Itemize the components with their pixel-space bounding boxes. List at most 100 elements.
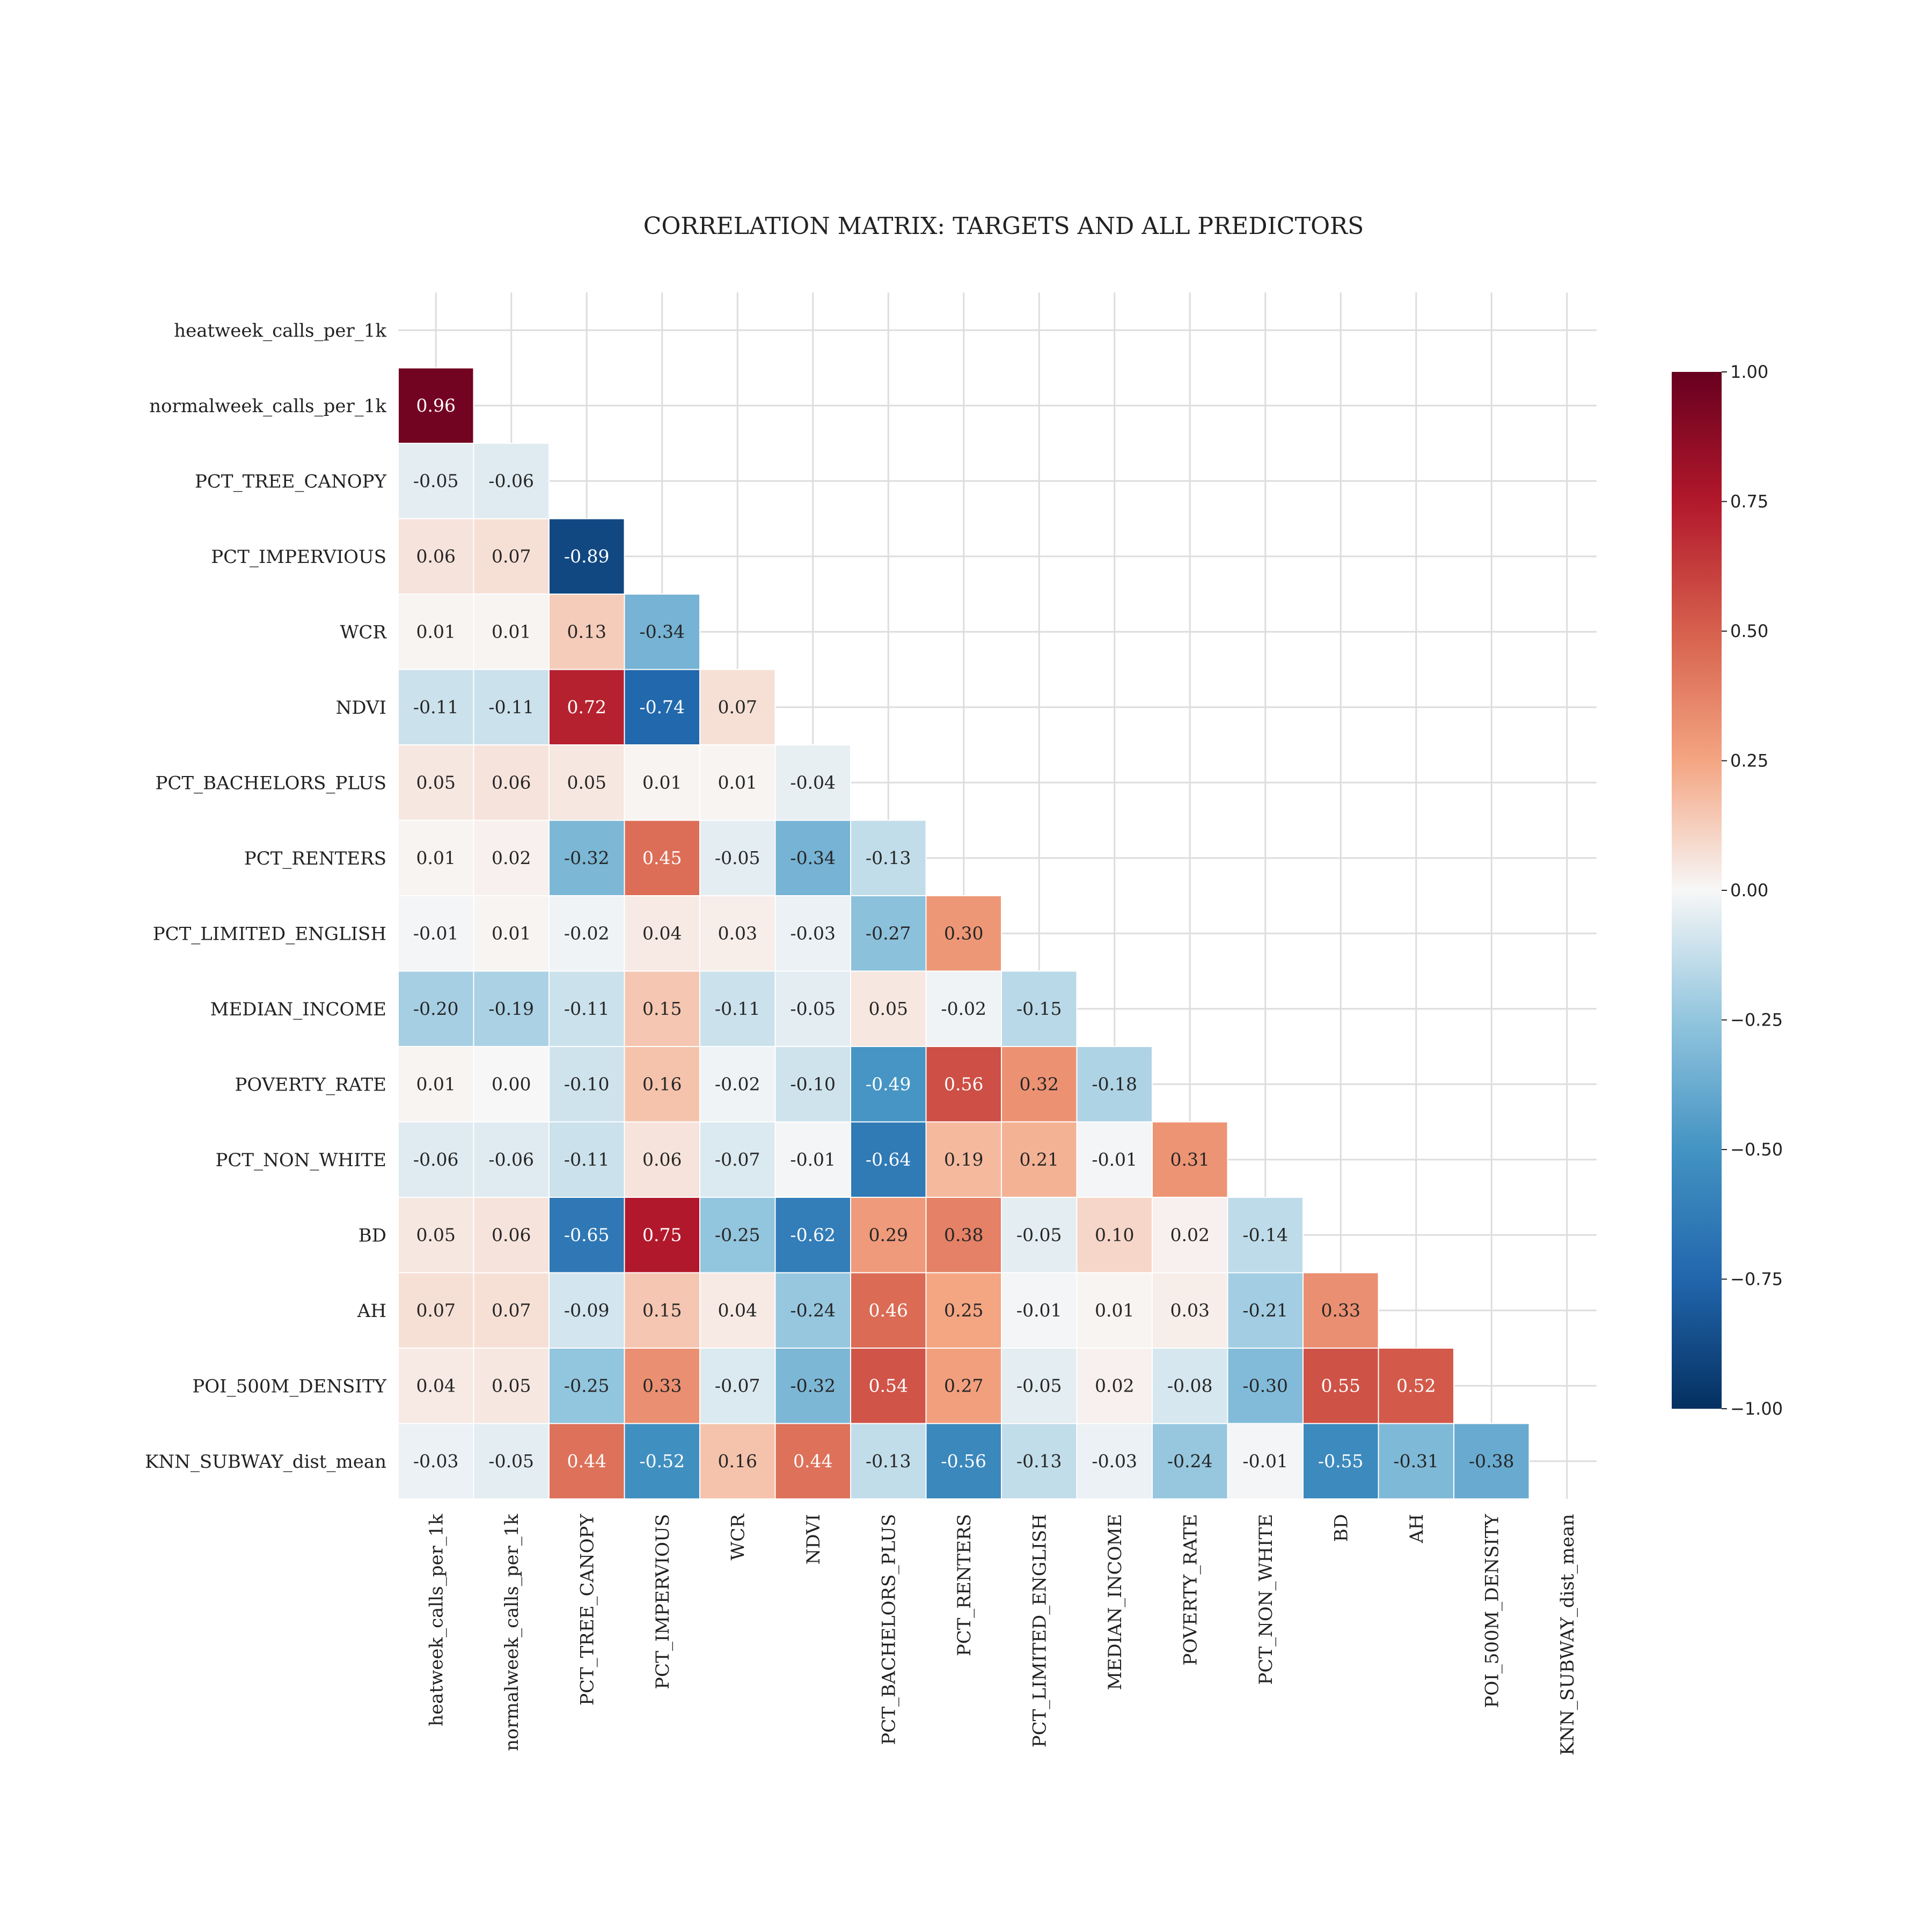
heatmap-cell [850,1348,927,1424]
heatmap-cell [774,895,851,972]
cell-value-label: 0.33 [1321,1300,1360,1321]
y-tick-label: PCT_RENTERS [244,848,386,869]
cell-value-label: -0.05 [488,1451,534,1472]
cell-value-label: -0.05 [1016,1224,1062,1245]
heatmap-cell [1076,1121,1153,1198]
cell-value-label: 0.02 [492,847,531,868]
cell-value-label: 0.44 [567,1451,606,1472]
cell-value-label: -0.01 [1092,1149,1137,1170]
colorbar-tick-label: 0.00 [1730,880,1768,901]
x-tick-label: NDVI [803,1514,824,1564]
heatmap-cell [1152,1197,1228,1274]
cell-value-label: 0.03 [1170,1300,1210,1321]
y-tick-labels: heatweek_calls_per_1k normalweek_calls_pe… [145,320,387,1473]
heatmap-cell [624,970,700,1047]
x-tick-label: KNN_SUBWAY_dist_mean [1557,1514,1578,1755]
heatmap-cell [473,1272,550,1349]
heatmap-cell [1001,1348,1078,1424]
colorbar-tick-label: −1.00 [1730,1399,1783,1419]
colorbar-tick-label: 0.25 [1730,751,1768,771]
cell-value-label: 0.01 [1095,1300,1134,1321]
cell-value-label: -0.13 [1016,1451,1062,1472]
heatmap-cell [548,970,625,1047]
y-tick-label: BD [358,1225,386,1246]
x-tick-label: AH [1406,1514,1428,1543]
heatmap-cell [925,1046,1002,1123]
cell-value-label: -0.01 [1242,1451,1288,1472]
heatmap-cell [1453,1423,1530,1499]
heatmap-cell [624,1272,700,1349]
heatmap-cell [925,895,1002,972]
cell-value-label: 0.25 [944,1300,983,1321]
cell-value-label: 0.30 [944,923,983,943]
cell-value-label: -0.19 [488,998,534,1019]
cell-value-label: 0.46 [869,1300,908,1321]
cell-value-label: -0.11 [564,1149,610,1170]
cell-value-label: 0.13 [567,621,606,642]
cell-value-label: -0.15 [1016,998,1062,1019]
heatmap-cell [398,1348,474,1424]
cell-value-label: -0.31 [1393,1451,1439,1472]
heatmap-cell [1001,1272,1078,1349]
cell-value-label: 0.38 [944,1224,983,1245]
heatmap-cell [473,518,550,595]
cell-value-label: -0.01 [1016,1300,1062,1321]
cell-value-label: 0.19 [944,1149,983,1170]
cell-value-label: -0.52 [639,1451,685,1472]
cell-value-label: -0.64 [866,1149,911,1170]
heatmap-cell [1378,1423,1454,1499]
heatmap-cell [699,1046,776,1123]
y-tick-label: POVERTY_RATE [235,1074,386,1095]
heatmap-cell [699,819,776,896]
heatmap-cell [850,1121,927,1198]
cell-value-label: 0.03 [718,923,757,943]
cell-value-label: 0.01 [642,772,682,793]
heatmap-cell [473,1348,550,1424]
cell-value-label: 0.01 [492,923,531,943]
heatmap-cell [850,819,927,896]
heatmap-cell [850,1272,927,1349]
cell-value-label: 0.07 [492,546,531,567]
cell-value-label: 0.56 [944,1073,983,1094]
cell-value-label: 0.15 [642,1300,682,1321]
heatmap-cell [699,1348,776,1424]
heatmap-cell [473,594,550,670]
heatmap-cell [850,1423,927,1499]
cell-value-label: -0.03 [790,923,836,943]
heatmap-cell [850,970,927,1047]
cell-value-label: -0.32 [564,847,610,868]
heatmap-cell [774,819,851,896]
heatmap-cell [1152,1272,1228,1349]
x-tick-label: BD [1330,1514,1352,1542]
colorbar: 1.00 0.75 0.50 0.25 0.00 −0.25 −0.50 −0.75 −1.00 [1672,362,1783,1419]
cell-value-label: -0.09 [564,1300,610,1321]
chart-title: CORRELATION MATRIX: TARGETS AND ALL PRED… [643,213,1364,240]
x-tick-labels: heatweek_calls_per_1k normalweek_calls_pe… [426,1513,1578,1755]
heatmap-cell [1227,1272,1304,1349]
cell-value-label: -0.25 [564,1375,610,1396]
cell-value-label: -0.24 [790,1300,836,1321]
heatmap-cell [398,367,474,444]
cell-value-label: -0.06 [413,1149,459,1170]
cell-value-label: 0.01 [718,772,757,793]
heatmap-cell [624,1121,700,1198]
cell-value-label: 0.21 [1020,1149,1059,1170]
y-tick-label: PCT_IMPERVIOUS [211,546,386,568]
cell-value-label: 0.05 [567,772,606,793]
cell-value-label: 0.96 [416,395,456,416]
heatmap-cell [850,1046,927,1123]
y-tick-label: MEDIAN_INCOME [210,999,386,1020]
heatmap-cell [699,970,776,1047]
heatmap-cell [1076,1272,1153,1349]
y-tick-label: WCR [340,621,387,643]
cell-value-label: -0.05 [1016,1375,1062,1396]
heatmap-cell [624,594,700,670]
y-tick-label: PCT_NON_WHITE [216,1150,386,1171]
cell-value-label: 0.07 [492,1300,531,1321]
cell-value-label: 0.01 [416,621,456,642]
cell-value-label: -0.65 [564,1224,610,1245]
cell-value-label: 0.27 [944,1375,983,1396]
cell-value-label: -0.06 [488,1149,534,1170]
heatmap-cell [699,1272,776,1349]
cell-value-label: 0.16 [642,1073,682,1094]
